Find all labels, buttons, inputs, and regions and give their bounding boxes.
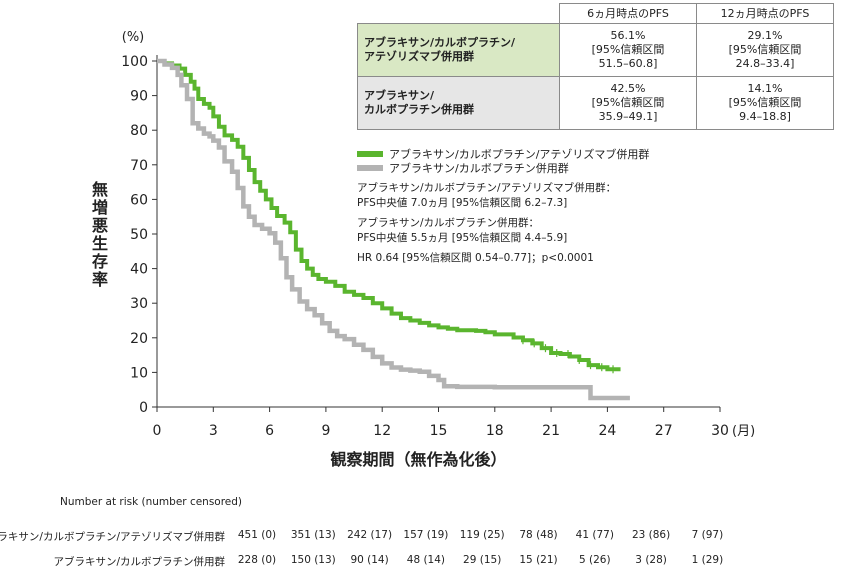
table-corner	[357, 3, 560, 24]
risk-value: 157 (19)	[403, 529, 449, 541]
risk-row-label: アブラキサン/カルボプラチン併用群	[53, 556, 225, 568]
y-axis-title-char: 無	[92, 180, 108, 199]
row-label-control: アブラキサン/カルボプラチン併用群	[357, 76, 560, 130]
y-tick-label: 60	[130, 192, 148, 208]
risk-value: 351 (13)	[290, 529, 336, 541]
y-tick-label: 30	[130, 296, 148, 312]
y-tick-label: 70	[130, 158, 148, 174]
risk-row: アブラキサン/カルボプラチン/アテゾリズマブ併用群 451 (0) 351 (13)…	[0, 529, 850, 545]
risk-value: 119 (25)	[459, 529, 505, 541]
legend-label-control: アブラキサン/カルボプラチン併用群	[389, 162, 569, 175]
legend-swatch-combo	[357, 151, 383, 157]
legend-label-combo: アブラキサン/カルボプラチン/アテゾリズマブ併用群	[389, 148, 650, 161]
risk-row: アブラキサン/カルボプラチン併用群 228 (0) 150 (13) 90 (14) 4…	[0, 554, 850, 570]
x-tick-label: 9	[321, 423, 330, 439]
x-tick-label: 0	[153, 423, 162, 439]
y-axis-title-char: 増	[92, 198, 108, 217]
note-control: アブラキサン/カルボプラチン併用群： PFS中央値 5.5ヵ月 [95%信頼区間 …	[357, 217, 568, 244]
risk-value: 228 (0)	[237, 554, 277, 566]
x-tick-label: 3	[209, 423, 218, 439]
y-tick-label: 20	[130, 331, 148, 347]
combo-pfs-12m: 29.1% [95%信頼区間 24.8–33.4]	[696, 23, 834, 77]
header-pfs-12m: 12ヵ月時点のPFS	[696, 3, 834, 24]
y-tick-label: 90	[130, 89, 148, 105]
combo-pfs-6m: 56.1% [95%信頼区間 51.5–60.8]	[559, 23, 697, 77]
risk-value: 242 (17)	[347, 529, 393, 541]
x-tick-label: 6	[265, 423, 274, 439]
legend-item-control: アブラキサン/カルボプラチン併用群	[357, 161, 649, 175]
km-plot: 0 10 20 30 40 50 60 70 80 90 100 0 3 6 9 12 15 18 21 24 27 30…	[92, 30, 755, 469]
y-tick-label: 0	[139, 400, 148, 416]
pfs-summary-table: 6ヵ月時点のPFS 12ヵ月時点のPFS アブラキサン/カルボプラチン/アテゾリ…	[357, 3, 834, 130]
y-tick-label: 50	[130, 227, 148, 243]
x-tick-label: 21	[542, 423, 560, 439]
control-pfs-12m: 14.1% [95%信頼区間 9.4–18.8]	[696, 76, 834, 130]
risk-value: 1 (29)	[691, 554, 724, 566]
risk-value: 5 (26)	[579, 554, 611, 566]
legend-swatch-control	[357, 165, 383, 171]
risk-value: 7 (97)	[691, 529, 724, 541]
risk-row-label: アブラキサン/カルボプラチン/アテゾリズマブ併用群	[0, 531, 225, 543]
y-tick-label: 100	[121, 54, 148, 70]
km-curve-control	[157, 58, 630, 401]
x-tick-label: 18	[486, 423, 504, 439]
x-tick-label: 12	[373, 423, 391, 439]
y-axis-title-char: 存	[92, 252, 108, 271]
risk-value: 78 (48)	[519, 529, 558, 541]
risk-value: 48 (14)	[406, 554, 446, 566]
header-pfs-6m: 6ヵ月時点のPFS	[559, 3, 697, 24]
y-tick-label: 80	[130, 123, 148, 139]
risk-value: 41 (77)	[575, 529, 614, 541]
note-combo: アブラキサン/カルボプラチン/アテゾリズマブ併用群： PFS中央値 7.0ヵ月 […	[357, 182, 617, 209]
y-axis-title-char: 生	[92, 234, 108, 253]
x-unit-label: (月)	[732, 424, 755, 439]
y-axis-title-char: 悪	[92, 216, 108, 235]
x-tick-label: 24	[598, 423, 616, 439]
chart-legend: アブラキサン/カルボプラチン/アテゾリズマブ併用群 アブラキサン/カルボプラチン…	[357, 147, 649, 175]
row-label-combo: アブラキサン/カルボプラチン/アテゾリズマブ併用群	[357, 23, 560, 77]
note-hazard-ratio: HR 0.64 [95%信頼区間 0.54–0.77]；p<0.0001	[357, 252, 594, 264]
risk-value: 90 (14)	[350, 554, 389, 566]
risk-value: 29 (15)	[463, 554, 502, 566]
legend-item-combo: アブラキサン/カルボプラチン/アテゾリズマブ併用群	[357, 147, 649, 161]
y-unit-label: (%)	[122, 30, 145, 45]
risk-value: 150 (13)	[290, 554, 336, 566]
x-tick-label: 15	[430, 423, 448, 439]
y-tick-label: 10	[130, 365, 148, 381]
median-pfs-notes: アブラキサン/カルボプラチン/アテゾリズマブ併用群： PFS中央値 7.0ヵ月 […	[357, 181, 616, 271]
y-axis-title-char: 率	[92, 270, 108, 289]
risk-value: 23 (86)	[631, 529, 671, 541]
control-pfs-6m: 42.5% [95%信頼区間 35.9–49.1]	[559, 76, 697, 130]
risk-value: 3 (28)	[635, 554, 667, 566]
risk-table-title: Number at risk (number censored)	[60, 496, 243, 508]
y-tick-label: 40	[130, 262, 148, 278]
risk-value: 15 (21)	[519, 554, 558, 566]
x-axis-title: 観察期間（無作為化後）	[330, 450, 506, 469]
risk-value: 451 (0)	[237, 529, 277, 541]
x-tick-label: 30	[711, 423, 729, 439]
x-tick-label: 27	[655, 423, 673, 439]
